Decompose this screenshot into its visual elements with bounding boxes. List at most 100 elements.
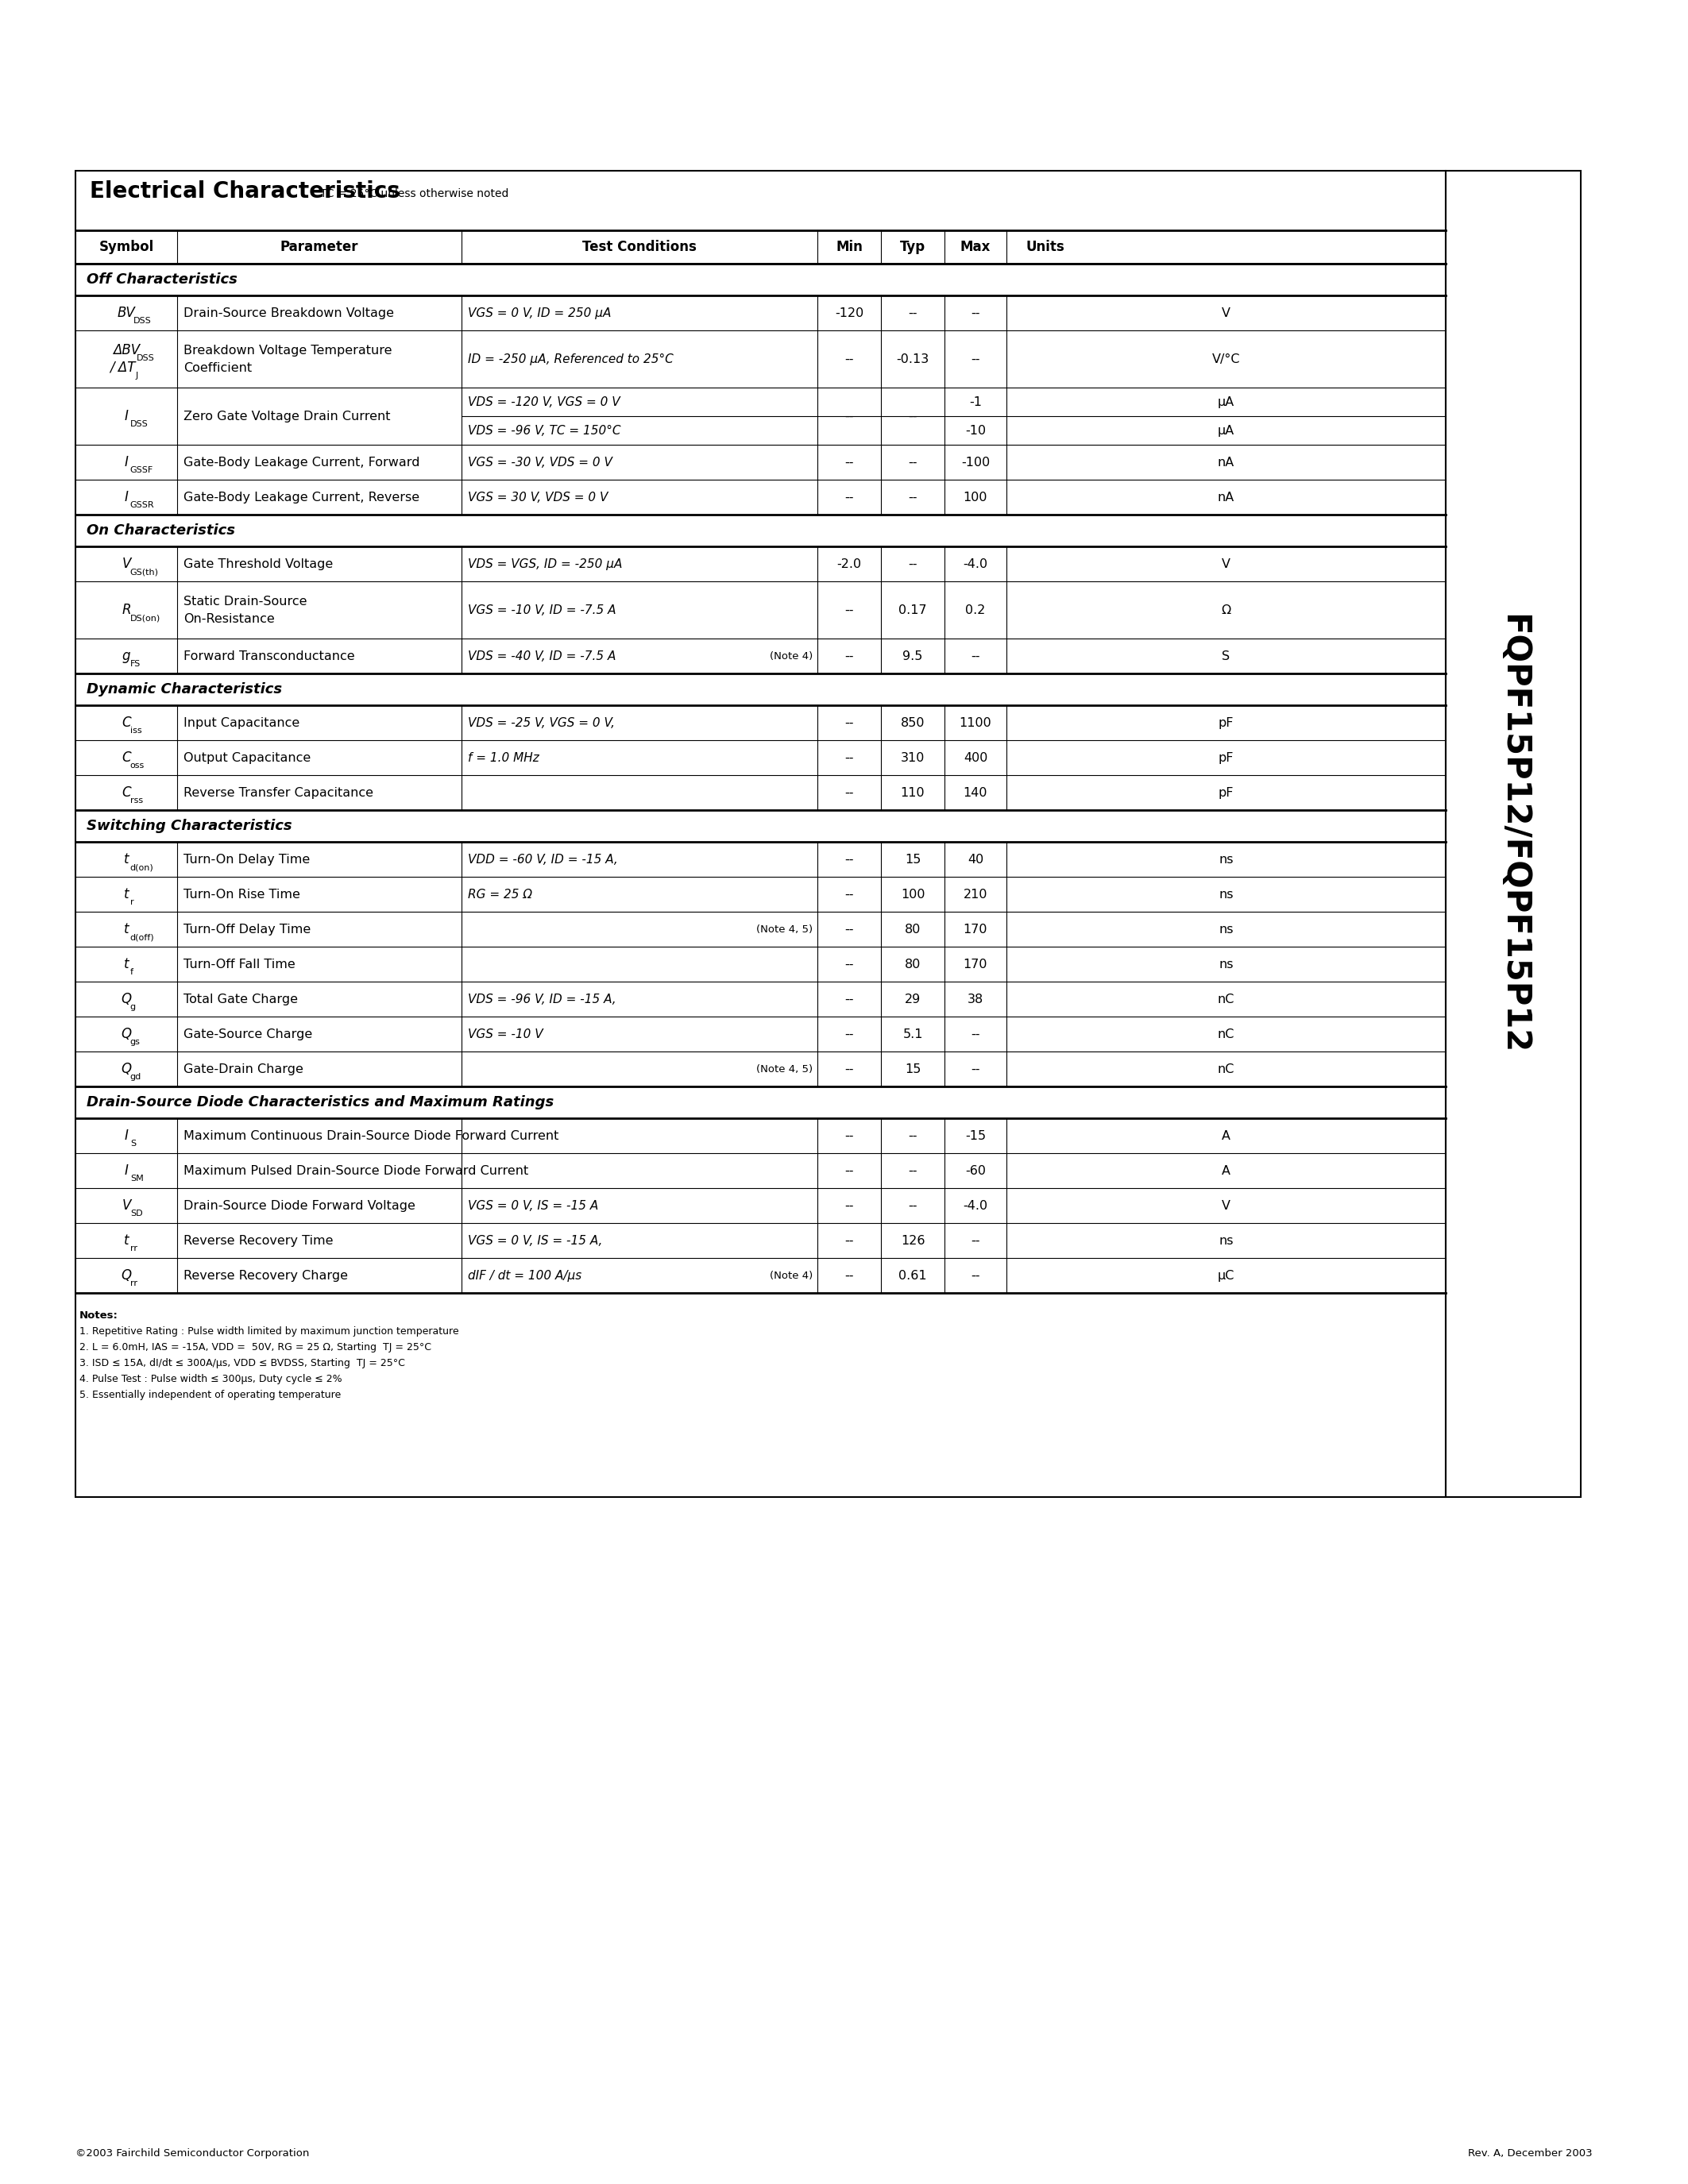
Text: S: S	[130, 1140, 135, 1147]
Text: Q: Q	[122, 1026, 132, 1042]
Text: 0.17: 0.17	[898, 605, 927, 616]
Text: 29: 29	[905, 994, 920, 1005]
Text: VGS = 30 V, VDS = 0 V: VGS = 30 V, VDS = 0 V	[468, 491, 608, 502]
Text: C: C	[122, 751, 132, 764]
Text: Gate Threshold Voltage: Gate Threshold Voltage	[184, 557, 333, 570]
Text: rss: rss	[130, 797, 143, 804]
Text: (Note 4): (Note 4)	[770, 1271, 812, 1280]
Text: J: J	[135, 371, 138, 380]
Text: --: --	[844, 1064, 854, 1075]
Text: Typ: Typ	[900, 240, 925, 253]
Text: Gate-Body Leakage Current, Forward: Gate-Body Leakage Current, Forward	[184, 456, 420, 467]
Text: V: V	[122, 1199, 132, 1212]
Text: Off Characteristics: Off Characteristics	[86, 273, 238, 286]
Text: Drain-Source Breakdown Voltage: Drain-Source Breakdown Voltage	[184, 308, 393, 319]
Text: Parameter: Parameter	[280, 240, 358, 253]
Text: 38: 38	[967, 994, 984, 1005]
Text: 400: 400	[964, 751, 987, 764]
Text: nC: nC	[1217, 1029, 1234, 1040]
Text: Electrical Characteristics: Electrical Characteristics	[89, 181, 400, 203]
Text: 210: 210	[964, 889, 987, 900]
Text: --: --	[908, 456, 917, 467]
Text: Maximum Pulsed Drain-Source Diode Forward Current: Maximum Pulsed Drain-Source Diode Forwar…	[184, 1164, 528, 1177]
Text: Turn-Off Fall Time: Turn-Off Fall Time	[184, 959, 295, 970]
Text: 140: 140	[964, 786, 987, 799]
Text: ns: ns	[1219, 959, 1234, 970]
Text: V: V	[1222, 557, 1231, 570]
Text: On-Resistance: On-Resistance	[184, 614, 275, 625]
Text: --: --	[844, 1199, 854, 1212]
Text: 5.1: 5.1	[903, 1029, 923, 1040]
Text: 310: 310	[901, 751, 925, 764]
Text: -100: -100	[960, 456, 989, 467]
Text: -1: -1	[969, 395, 982, 408]
Text: 40: 40	[967, 854, 984, 865]
Text: Reverse Transfer Capacitance: Reverse Transfer Capacitance	[184, 786, 373, 799]
Text: μA: μA	[1217, 424, 1234, 437]
Text: V: V	[1222, 1199, 1231, 1212]
Text: --: --	[908, 491, 917, 502]
Text: --: --	[908, 1199, 917, 1212]
Text: --: --	[844, 411, 854, 422]
Text: 15: 15	[905, 1064, 922, 1075]
Text: t: t	[123, 957, 128, 972]
Text: -120: -120	[836, 308, 864, 319]
Text: f: f	[130, 968, 133, 976]
Text: --: --	[844, 605, 854, 616]
Text: VGS = -10 V, ID = -7.5 A: VGS = -10 V, ID = -7.5 A	[468, 605, 616, 616]
Text: --: --	[844, 1129, 854, 1142]
Text: --: --	[971, 1029, 981, 1040]
Text: ©2003 Fairchild Semiconductor Corporation: ©2003 Fairchild Semiconductor Corporatio…	[76, 2149, 309, 2158]
Text: ns: ns	[1219, 924, 1234, 935]
Text: DS(on): DS(on)	[130, 614, 160, 622]
Text: -60: -60	[966, 1164, 986, 1177]
Text: V: V	[1222, 308, 1231, 319]
Text: Turn-On Delay Time: Turn-On Delay Time	[184, 854, 311, 865]
Text: Units: Units	[1026, 240, 1065, 253]
Text: d(off): d(off)	[130, 933, 154, 941]
Text: C: C	[122, 786, 132, 799]
Text: TC = 25°C unless otherwise noted: TC = 25°C unless otherwise noted	[321, 188, 508, 199]
Text: dIF / dt = 100 A/μs: dIF / dt = 100 A/μs	[468, 1269, 582, 1282]
Text: 850: 850	[901, 716, 925, 729]
Text: I: I	[125, 454, 128, 470]
Text: DSS: DSS	[130, 419, 149, 428]
Text: A: A	[1222, 1164, 1231, 1177]
Text: Ω: Ω	[1220, 605, 1231, 616]
Text: A: A	[1222, 1129, 1231, 1142]
Text: S: S	[1222, 651, 1231, 662]
Text: 170: 170	[964, 924, 987, 935]
Text: --: --	[844, 651, 854, 662]
Text: 126: 126	[901, 1234, 925, 1247]
Text: Reverse Recovery Time: Reverse Recovery Time	[184, 1234, 333, 1247]
Text: 4. Pulse Test : Pulse width ≤ 300μs, Duty cycle ≤ 2%: 4. Pulse Test : Pulse width ≤ 300μs, Dut…	[79, 1374, 343, 1385]
Text: --: --	[971, 308, 981, 319]
Text: Q: Q	[122, 992, 132, 1007]
Text: --: --	[844, 959, 854, 970]
Text: Coefficient: Coefficient	[184, 363, 252, 373]
Text: Max: Max	[960, 240, 991, 253]
Text: I: I	[125, 1129, 128, 1142]
Text: VDD = -60 V, ID = -15 A,: VDD = -60 V, ID = -15 A,	[468, 854, 618, 865]
Text: rr: rr	[130, 1245, 137, 1251]
Text: -15: -15	[966, 1129, 986, 1142]
Text: DSS: DSS	[137, 354, 154, 363]
Text: --: --	[844, 854, 854, 865]
Text: Turn-On Rise Time: Turn-On Rise Time	[184, 889, 300, 900]
Text: nC: nC	[1217, 1064, 1234, 1075]
Text: VDS = -96 V, TC = 150°C: VDS = -96 V, TC = 150°C	[468, 424, 621, 437]
Text: VDS = -96 V, ID = -15 A,: VDS = -96 V, ID = -15 A,	[468, 994, 616, 1005]
Text: --: --	[844, 354, 854, 365]
Text: GSSR: GSSR	[130, 500, 154, 509]
Text: pF: pF	[1219, 716, 1234, 729]
Text: V/°C: V/°C	[1212, 354, 1241, 365]
Text: ΔBV: ΔBV	[113, 343, 140, 358]
Text: Gate-Body Leakage Current, Reverse: Gate-Body Leakage Current, Reverse	[184, 491, 420, 502]
Text: I: I	[125, 489, 128, 505]
Text: g: g	[122, 649, 130, 664]
Text: Gate-Drain Charge: Gate-Drain Charge	[184, 1064, 304, 1075]
Text: / ΔT: / ΔT	[110, 360, 135, 376]
Text: --: --	[844, 491, 854, 502]
Text: oss: oss	[130, 762, 145, 769]
Text: --: --	[844, 751, 854, 764]
